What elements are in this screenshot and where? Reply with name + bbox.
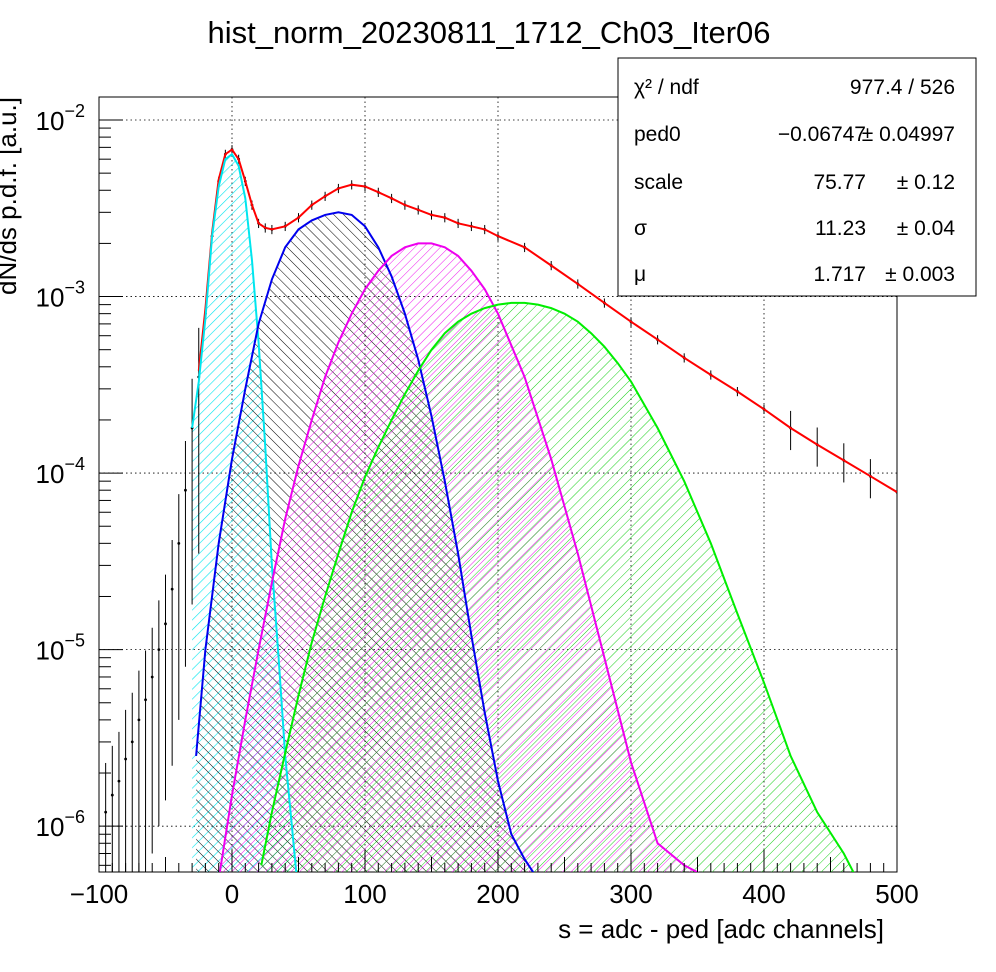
data-point	[170, 587, 174, 591]
stat-name: scale	[634, 171, 683, 194]
stat-value: 977.4 / 526	[850, 76, 955, 99]
data-point	[110, 793, 114, 797]
x-tick-label: −100	[70, 879, 129, 909]
data-point	[177, 541, 181, 545]
data-point	[144, 698, 147, 702]
x-tick-label: 300	[609, 879, 652, 909]
x-tick-label: 100	[343, 879, 386, 909]
data-point	[150, 675, 154, 679]
stat-name: σ	[634, 217, 647, 240]
data-point	[157, 648, 161, 652]
x-tick-label: 500	[875, 879, 918, 909]
pedestal-component-curve	[191, 152, 298, 872]
1-p-e-component-curve	[195, 211, 535, 872]
2-p-e-component-curve	[218, 242, 700, 872]
fit-stats-box: χ² / ndf 977.4 / 526 ped0 −0.06747± 0.04997…	[617, 57, 977, 297]
stat-value: 11.23	[815, 217, 866, 240]
x-tick-label: 0	[225, 879, 239, 909]
x-axis-label: s = adc - ped [adc channels]	[558, 914, 884, 944]
data-point	[104, 810, 108, 814]
data-point	[164, 622, 167, 626]
stat-value: −0.06747	[778, 123, 866, 146]
stat-name: χ² / ndf	[634, 76, 699, 99]
stat-error: ± 0.003	[885, 263, 955, 286]
stat-name: μ	[634, 263, 646, 286]
axes: −100 0 100 200 300 400 500 10−6 10−5 10−4 10−3 10−2	[36, 101, 919, 909]
y-tick-label: 10−4	[36, 454, 85, 489]
stat-value: 1.717	[813, 263, 866, 286]
stat-value: 75.77	[813, 171, 866, 194]
fit-curves	[191, 148, 897, 872]
stat-error: ± 0.04	[897, 217, 956, 240]
data-point	[130, 740, 134, 744]
y-tick-label: 10−3	[36, 278, 85, 313]
chart-title: hist_norm_20230811_1712_Ch03_Iter06	[207, 15, 770, 50]
y-tick-label: 10−2	[36, 101, 85, 136]
stat-error: ± 0.12	[897, 171, 955, 194]
data-point	[184, 488, 187, 492]
stat-error: ± 0.04997	[862, 123, 955, 146]
x-tick-label: 200	[476, 879, 519, 909]
data-point	[124, 757, 127, 761]
y-tick-label: 10−6	[36, 807, 85, 842]
stat-name: ped0	[634, 123, 681, 146]
total-fit-curve	[197, 148, 897, 493]
y-tick-label: 10−5	[36, 631, 85, 666]
data-point	[137, 718, 141, 722]
x-tick-label: 400	[742, 879, 785, 909]
3-p-e-component-curve	[260, 301, 855, 872]
y-axis-label: dN/ds p.d.f. [a.u.]	[0, 97, 22, 295]
component-fill	[261, 302, 858, 872]
data-point	[117, 779, 121, 783]
